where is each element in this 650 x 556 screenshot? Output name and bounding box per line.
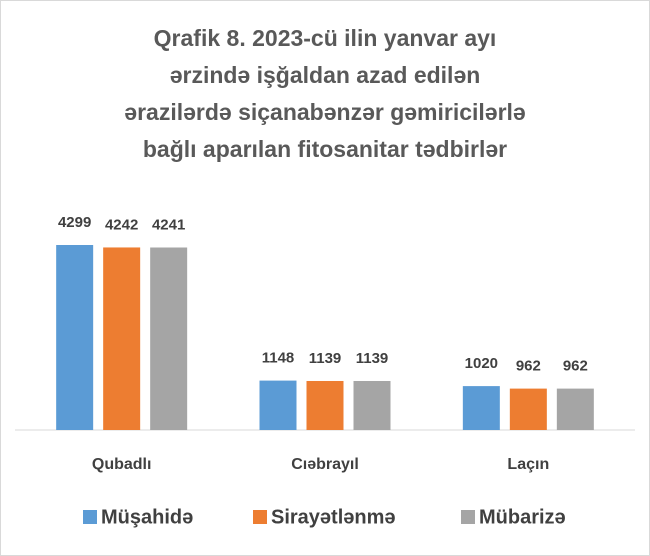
data-label: 962 [563, 358, 588, 375]
data-label: 4241 [152, 216, 185, 233]
legend-label: Mübarizə [479, 506, 566, 528]
bar [353, 380, 391, 430]
bar [150, 247, 188, 430]
chart-title: ərzində işğaldan azad edilən [170, 62, 481, 88]
data-label: 962 [516, 358, 541, 375]
data-label: 1020 [465, 355, 498, 372]
x-tick-label: Cıəbrayıl [291, 456, 359, 473]
legend-label: Sirayətlənmə [271, 506, 396, 528]
data-label: 1148 [262, 350, 295, 367]
chart-title: bağlı aparılan fitosanitar tədbirlər [143, 136, 507, 162]
data-label: 1139 [309, 350, 342, 367]
legend-swatch [253, 510, 267, 524]
data-label: 4242 [105, 216, 138, 233]
bar [103, 247, 141, 430]
legend-swatch [83, 510, 97, 524]
x-tick-label: Laçın [507, 456, 549, 473]
data-label: 1139 [356, 350, 389, 367]
chart-title: Qrafik 8. 2023-cü ilin yanvar ayı [154, 25, 497, 51]
bar [306, 380, 344, 430]
chart-title: ərazilərdə siçanabənzər gəmiricilərlə [124, 99, 525, 125]
legend-label: Müşahidə [101, 506, 193, 528]
x-tick-label: Qubadlı [92, 456, 152, 473]
bar [259, 380, 297, 430]
bar [556, 388, 594, 430]
bar [509, 388, 547, 430]
legend-swatch [461, 510, 475, 524]
bar [56, 245, 94, 430]
data-label: 4299 [58, 214, 91, 231]
bar [462, 386, 500, 430]
